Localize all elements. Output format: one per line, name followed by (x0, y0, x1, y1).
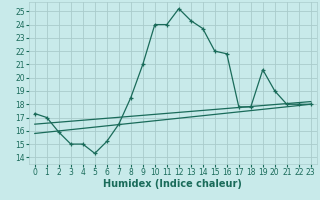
X-axis label: Humidex (Indice chaleur): Humidex (Indice chaleur) (103, 179, 242, 189)
